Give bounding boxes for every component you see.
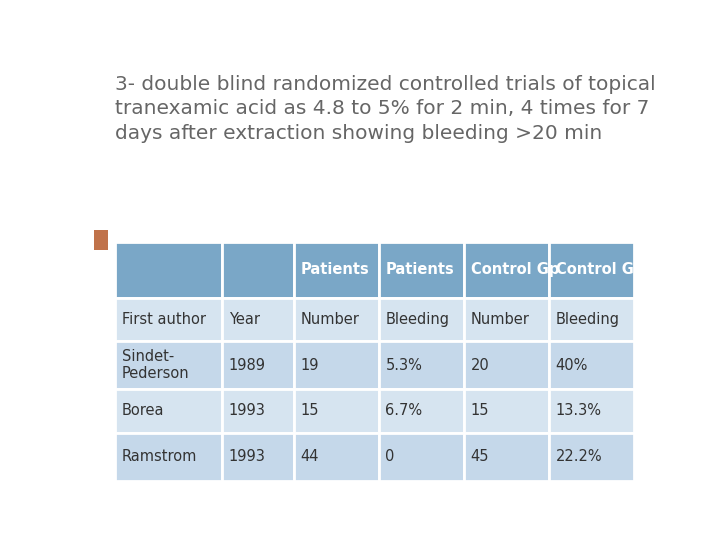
Bar xyxy=(464,389,549,433)
Text: 1993: 1993 xyxy=(229,449,266,464)
Bar xyxy=(222,341,294,389)
Bar xyxy=(294,389,379,433)
Text: Patients: Patients xyxy=(385,262,454,277)
Bar xyxy=(464,241,549,298)
Text: 45: 45 xyxy=(470,449,489,464)
Bar xyxy=(294,298,379,341)
Bar xyxy=(464,341,549,389)
Text: Bleeding: Bleeding xyxy=(556,312,620,327)
Bar xyxy=(222,298,294,341)
Bar xyxy=(222,241,294,298)
Text: 44: 44 xyxy=(300,449,319,464)
Bar xyxy=(115,433,222,481)
Text: Bleeding: Bleeding xyxy=(385,312,449,327)
Text: Number: Number xyxy=(470,312,529,327)
Text: Control Gp: Control Gp xyxy=(556,262,644,277)
Text: 22.2%: 22.2% xyxy=(556,449,602,464)
Text: 40%: 40% xyxy=(556,357,588,373)
Text: 1989: 1989 xyxy=(229,357,266,373)
Text: 3- double blind randomized controlled trials of topical
tranexamic acid as 4.8 t: 3- double blind randomized controlled tr… xyxy=(115,75,656,143)
Bar xyxy=(549,389,634,433)
Text: Number: Number xyxy=(300,312,359,327)
Bar xyxy=(379,389,464,433)
Text: 5.3%: 5.3% xyxy=(385,357,422,373)
Text: First author: First author xyxy=(122,312,206,327)
Bar xyxy=(115,341,222,389)
Text: 13.3%: 13.3% xyxy=(556,403,602,418)
Bar xyxy=(115,241,222,298)
Bar xyxy=(294,241,379,298)
Bar xyxy=(294,341,379,389)
Text: Year: Year xyxy=(229,312,260,327)
Bar xyxy=(222,433,294,481)
Text: Sindet-
Pederson: Sindet- Pederson xyxy=(122,349,189,381)
Text: Ramstrom: Ramstrom xyxy=(122,449,197,464)
Text: 20: 20 xyxy=(470,357,490,373)
Bar xyxy=(549,341,634,389)
Bar xyxy=(379,298,464,341)
Bar xyxy=(464,433,549,481)
Text: Borea: Borea xyxy=(122,403,164,418)
Bar xyxy=(549,298,634,341)
Bar xyxy=(464,298,549,341)
Text: Control Gp: Control Gp xyxy=(470,262,559,277)
Text: 1993: 1993 xyxy=(229,403,266,418)
Bar xyxy=(115,389,222,433)
Text: 15: 15 xyxy=(470,403,489,418)
Bar xyxy=(294,433,379,481)
Bar xyxy=(549,241,634,298)
Text: 6.7%: 6.7% xyxy=(385,403,423,418)
Bar xyxy=(94,230,109,250)
Bar xyxy=(379,241,464,298)
Bar xyxy=(549,433,634,481)
Bar xyxy=(115,298,222,341)
Text: 19: 19 xyxy=(300,357,319,373)
Bar xyxy=(379,433,464,481)
Bar xyxy=(379,341,464,389)
Text: 15: 15 xyxy=(300,403,319,418)
Text: 0: 0 xyxy=(385,449,395,464)
Text: Patients: Patients xyxy=(300,262,369,277)
Bar xyxy=(222,389,294,433)
